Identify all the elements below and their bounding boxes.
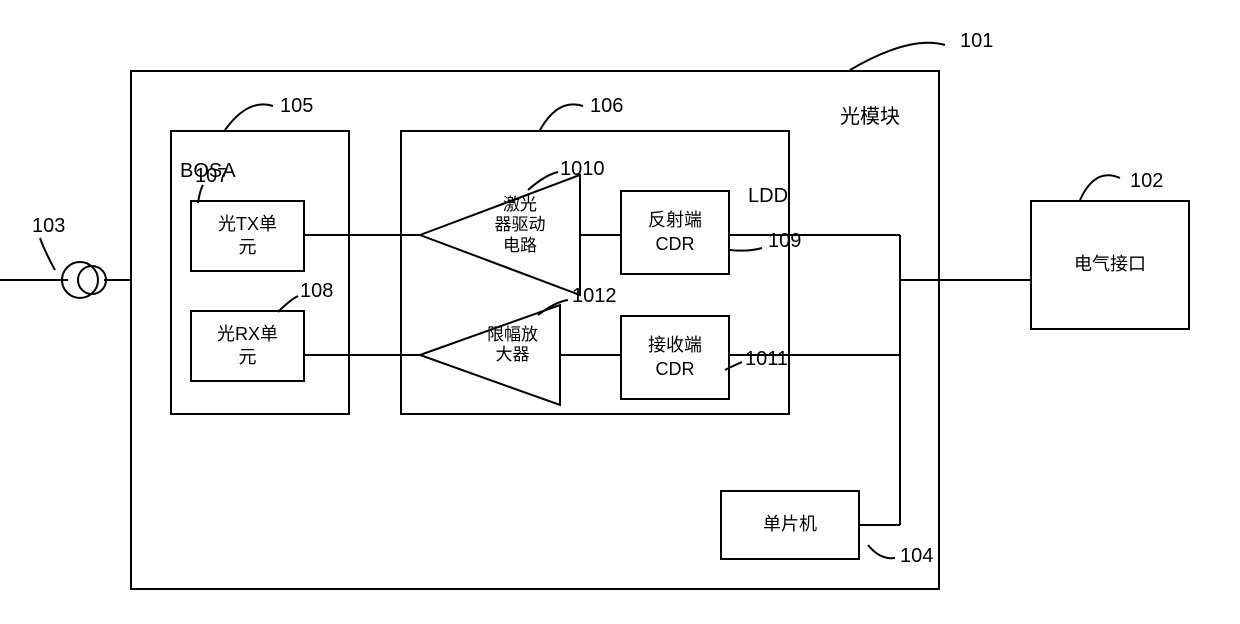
ldd-label: LDD <box>748 185 788 208</box>
leader-103 <box>40 238 55 270</box>
fiber-coil-1 <box>62 262 98 298</box>
mcu-box: 单片机 <box>720 490 860 560</box>
module-label: 光模块 <box>840 100 900 129</box>
ref-102: 102 <box>1130 170 1163 193</box>
ref-103: 103 <box>32 215 65 238</box>
ref-105: 105 <box>280 95 313 118</box>
ref-1011: 1011 <box>745 348 788 371</box>
reflect-cdr-box: 反射端 CDR <box>620 190 730 275</box>
diagram-root: 光TX单 元 光RX单 元 反射端 CDR 接收端 CDR 单片机 电气接口 光… <box>0 0 1240 624</box>
ref-106: 106 <box>590 95 623 118</box>
ref-108: 108 <box>300 280 333 303</box>
driver-text: 激光 器驱动 电路 <box>470 195 570 256</box>
leader-101 <box>850 43 945 70</box>
ref-104: 104 <box>900 545 933 568</box>
ref-1010: 1010 <box>560 158 605 181</box>
receive-cdr-box: 接收端 CDR <box>620 315 730 400</box>
ref-1012: 1012 <box>572 285 617 308</box>
ref-109: 109 <box>768 230 801 253</box>
limiter-text: 限幅放 大器 <box>465 325 560 366</box>
rx-unit-box: 光RX单 元 <box>190 310 305 382</box>
ref-101: 101 <box>960 30 993 53</box>
fiber-coil-2 <box>78 266 106 294</box>
electrical-interface-box: 电气接口 <box>1030 200 1190 330</box>
tx-unit-box: 光TX单 元 <box>190 200 305 272</box>
leader-102 <box>1080 175 1120 200</box>
ref-107: 107 <box>195 165 228 188</box>
